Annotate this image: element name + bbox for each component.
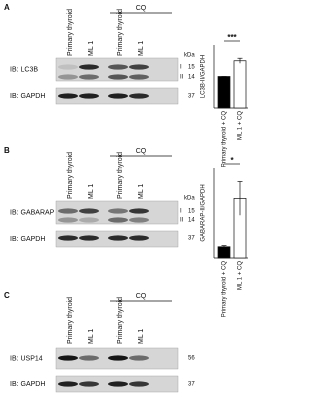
antibody-label: IB: GAPDH — [10, 381, 45, 388]
marker-label: 37 — [188, 236, 195, 242]
band — [58, 235, 78, 241]
lane-label: ML 1 — [138, 184, 145, 199]
band — [129, 235, 149, 241]
band — [129, 355, 149, 361]
band — [108, 93, 128, 99]
lane-label: ML 1 — [138, 329, 145, 344]
marker-label: 37 — [188, 382, 195, 388]
significance: *** — [227, 33, 237, 42]
band — [129, 217, 149, 223]
band — [108, 381, 128, 387]
marker-label: 15 — [188, 65, 195, 71]
band — [108, 235, 128, 241]
band — [79, 355, 99, 361]
band — [79, 64, 99, 70]
panel-label: C — [4, 291, 10, 300]
form-label: II — [180, 218, 184, 224]
lane-label: ML 1 — [88, 329, 95, 344]
band — [58, 217, 78, 223]
band — [79, 381, 99, 387]
antibody-label: IB: GABARAP — [10, 209, 55, 216]
marker-label: 15 — [188, 209, 195, 215]
band — [58, 355, 78, 361]
band — [79, 208, 99, 214]
lane-label: ML 1 — [138, 41, 145, 56]
antibody-label: IB: GAPDH — [10, 93, 45, 100]
band — [129, 93, 149, 99]
panel-label: A — [4, 3, 10, 12]
form-label: I — [180, 209, 182, 215]
band — [79, 235, 99, 241]
x-tick-label: ML 1 + CQ — [238, 261, 244, 290]
band — [108, 217, 128, 223]
bar — [217, 246, 231, 259]
bar — [217, 76, 231, 109]
lane-label: ML 1 — [88, 41, 95, 56]
panel-label: B — [4, 146, 10, 155]
band — [129, 208, 149, 214]
y-axis-label: GABARAP-II/GAPDH — [201, 184, 207, 241]
band — [58, 208, 78, 214]
treatment-label: CQ — [136, 5, 147, 12]
significance: * — [230, 156, 234, 165]
marker-label: 56 — [188, 356, 195, 362]
form-label: I — [180, 65, 182, 71]
antibody-label: IB: GAPDH — [10, 236, 45, 243]
lane-label: Primary thyroid — [117, 152, 124, 199]
x-tick-label: Primary thyroid + CQ — [222, 111, 228, 168]
band — [58, 381, 78, 387]
band — [108, 74, 128, 80]
blot-membrane — [55, 200, 179, 225]
unit-label: kDa — [184, 196, 195, 202]
x-tick-label: ML 1 + CQ — [238, 111, 244, 140]
band — [58, 74, 78, 80]
antibody-label: IB: USP14 — [10, 355, 43, 362]
treatment-label: CQ — [136, 293, 147, 300]
band — [79, 217, 99, 223]
treatment-label: CQ — [136, 148, 147, 155]
band — [79, 93, 99, 99]
marker-label: 14 — [188, 75, 195, 81]
antibody-label: IB: LC3B — [10, 66, 38, 73]
y-axis-label: LC3B-II/GAPDH — [201, 55, 207, 98]
band — [108, 208, 128, 214]
bar — [233, 60, 247, 109]
lane-label: Primary thyroid — [67, 152, 74, 199]
lane-label: Primary thyroid — [67, 9, 74, 56]
marker-label: 37 — [188, 94, 195, 100]
band — [79, 74, 99, 80]
marker-label: 14 — [188, 218, 195, 224]
band — [108, 64, 128, 70]
band — [129, 64, 149, 70]
x-tick-label: Primary thyroid + CQ — [222, 261, 228, 318]
form-label: II — [180, 75, 184, 81]
band — [58, 93, 78, 99]
lane-label: Primary thyroid — [67, 297, 74, 344]
lane-label: ML 1 — [88, 184, 95, 199]
unit-label: kDa — [184, 53, 195, 59]
band — [108, 355, 128, 361]
band — [58, 64, 78, 70]
band — [129, 381, 149, 387]
lane-label: Primary thyroid — [117, 297, 124, 344]
figure: A CQ Primary thyroid ML 1 Primary thyroid ML … — [4, 3, 248, 393]
lane-label: Primary thyroid — [117, 9, 124, 56]
band — [129, 74, 149, 80]
